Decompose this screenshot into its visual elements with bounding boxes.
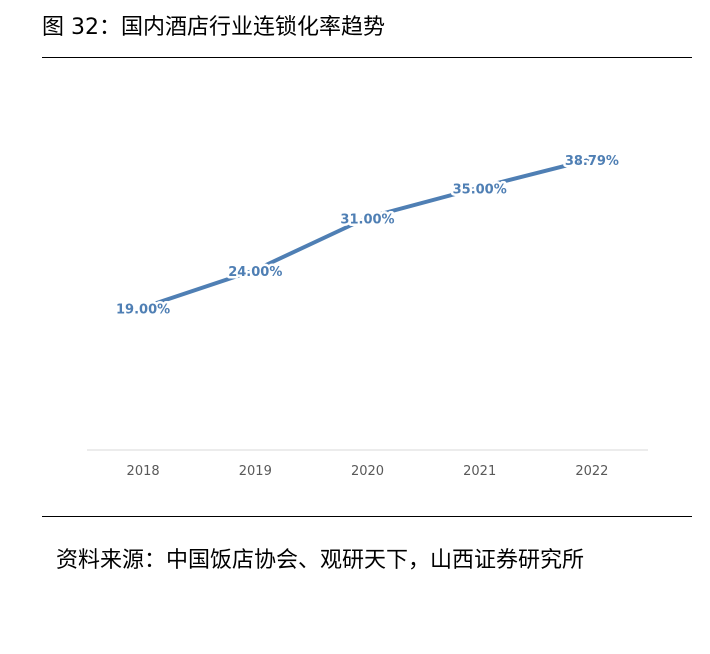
bottom-rule	[42, 516, 692, 517]
source-note: 资料来源：中国饭店协会、观研天下，山西证券研究所	[56, 548, 585, 573]
x-tick-label-2022: 2022	[575, 464, 608, 479]
series-polyline	[141, 157, 594, 310]
data-label-2019: 24.00%	[228, 265, 282, 280]
data-labels: 19.00% 24.00% 31.00% 35.00% 38.79%	[114, 152, 622, 320]
data-label-2021: 35.00%	[453, 183, 507, 198]
data-label-2022: 38.79%	[565, 154, 619, 169]
x-tick-label-2021: 2021	[463, 464, 496, 479]
x-tick-label-2018: 2018	[127, 464, 160, 479]
data-label-2020: 31.00%	[340, 213, 394, 228]
figure-title: 图 32：国内酒店行业连锁化率趋势	[42, 15, 385, 40]
series-line	[141, 157, 594, 310]
x-tick-label-2019: 2019	[239, 464, 272, 479]
top-rule	[42, 57, 692, 58]
x-tick-label-2020: 2020	[351, 464, 384, 479]
x-tick-labels: 2018 2019 2020 2021 2022	[127, 464, 609, 479]
data-label-2018: 19.00%	[116, 303, 170, 318]
